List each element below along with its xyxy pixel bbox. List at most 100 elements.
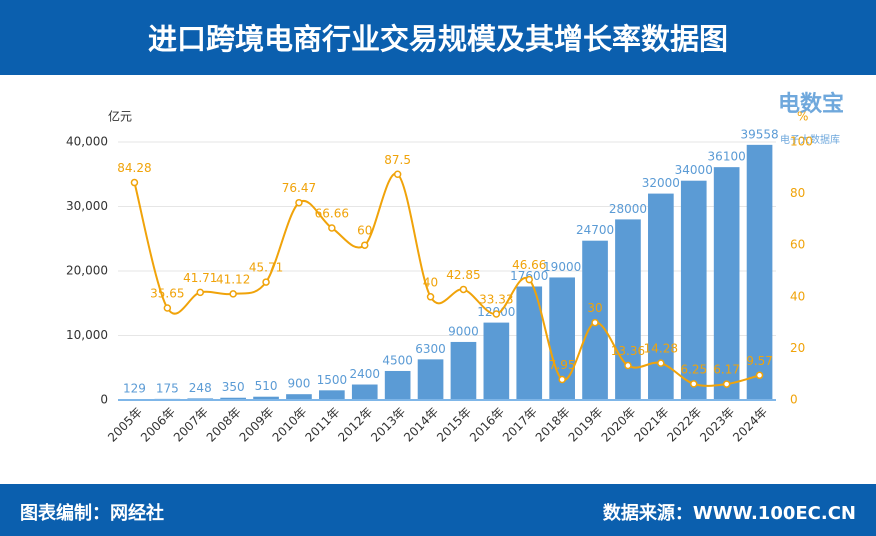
line-point [262, 278, 270, 286]
bar [319, 390, 345, 400]
y2-axis-label: % [797, 110, 808, 124]
line-point [558, 375, 566, 384]
line-value-label: 45.71 [249, 261, 283, 275]
logo-tagline: 电子大数据库 [780, 133, 840, 146]
x-tick-label: 2005年 [105, 405, 145, 445]
bar-value-label: 32000 [642, 176, 680, 190]
line-point [196, 288, 204, 297]
line-value-label: 7.95 [549, 358, 576, 372]
bar [351, 384, 378, 400]
y2-tick-label: 100 [790, 135, 813, 149]
bar-value-label: 510 [255, 379, 278, 393]
chart: 电数宝 电子大数据库 亿元 % 0 10,000 20,000 30,000 40,00… [66, 91, 844, 445]
line-value-label: 41.71 [183, 271, 217, 285]
logo: 电数宝 [778, 91, 844, 117]
x-tick-label: 2019年 [566, 405, 606, 445]
x-tick-label: 2007年 [171, 405, 211, 445]
x-tick-label: 2009年 [237, 405, 277, 445]
line-value-label: 42.85 [446, 268, 480, 282]
y2-tick-label: 20 [790, 341, 805, 355]
bar [483, 322, 510, 400]
line-point [426, 293, 435, 301]
bar [713, 167, 740, 400]
line-point [624, 361, 632, 370]
bar-value-label: 2400 [349, 367, 380, 381]
x-tick-label: 2010年 [270, 405, 310, 445]
bar [220, 397, 246, 400]
x-tick-label: 2016年 [467, 405, 507, 445]
x-tick-label: 2008年 [204, 405, 244, 445]
x-tick-label: 2014年 [401, 405, 441, 445]
y-tick-label: 10,000 [66, 328, 108, 342]
y2-tick-label: 80 [790, 186, 805, 200]
y2-tick-label: 40 [790, 289, 805, 303]
line-value-label: 30 [587, 301, 602, 315]
bar-value-label: 24700 [576, 223, 614, 237]
line-value-label: 35.65 [150, 287, 184, 301]
line-point [459, 285, 468, 294]
line-value-label: 40 [423, 275, 438, 289]
bar-value-label: 28000 [609, 202, 647, 216]
line-value-label: 84.28 [117, 161, 151, 175]
x-tick-label: 2020年 [599, 405, 639, 445]
x-tick-label: 2017年 [500, 405, 540, 445]
line-value-label: 60 [357, 224, 372, 238]
line-point [229, 290, 237, 298]
line-value-label: 76.47 [282, 181, 316, 195]
line-point [328, 224, 336, 232]
bar-value-label: 36100 [708, 150, 746, 164]
x-tick-label: 2012年 [335, 405, 375, 445]
bar-value-label: 34000 [675, 163, 713, 177]
y-tick-label: 20,000 [66, 264, 108, 278]
line-point [130, 178, 139, 187]
line-value-label: 66.66 [315, 207, 349, 221]
bar-value-label: 1500 [317, 373, 348, 387]
line-point [295, 198, 303, 207]
x-tick-label: 2013年 [368, 405, 408, 445]
bar-value-label: 175 [156, 381, 179, 395]
bar [516, 286, 543, 400]
footer: 图表编制：网经社 数据来源：WWW.100EC.CN [0, 484, 876, 536]
x-tick-label: 2021年 [631, 405, 671, 445]
footer-right: 数据来源：WWW.100EC.CN [602, 503, 856, 524]
bar-value-label: 9000 [448, 324, 479, 338]
x-tick-label: 2018年 [533, 405, 573, 445]
x-tick-label: 2011年 [302, 405, 342, 445]
footer-left: 图表编制：网经社 [20, 503, 164, 524]
y-axis-label: 亿元 [108, 109, 132, 124]
line-value-label: 41.12 [216, 272, 250, 286]
x-tick-label: 2023年 [697, 405, 737, 445]
x-tick-label: 2022年 [664, 405, 704, 445]
bar [253, 396, 279, 400]
line-point [755, 371, 764, 380]
y-tick-label: 0 [100, 393, 108, 407]
bar [615, 219, 641, 400]
x-tick-label: 2024年 [730, 405, 770, 445]
line-point [361, 241, 369, 249]
bar-value-label: 39558 [740, 127, 778, 141]
x-tick-label: 2006年 [138, 405, 178, 445]
line-value-label: 13.36 [611, 344, 645, 358]
line-point [492, 310, 501, 318]
bar [450, 341, 477, 400]
line-value-label: 46.66 [512, 258, 546, 272]
line-value-label: 33.33 [479, 293, 513, 307]
line-value-label: 6.25 [680, 362, 707, 376]
line-value-label: 6.17 [713, 363, 740, 377]
bar [746, 144, 773, 400]
bar-value-label: 19000 [543, 260, 581, 274]
line-point [525, 275, 533, 284]
line-value-label: 14.28 [644, 342, 678, 356]
title: 进口跨境电商行业交易规模及其增长率数据图 [0, 0, 876, 75]
bar [417, 359, 444, 400]
bar-value-label: 248 [189, 381, 212, 395]
bar [286, 394, 312, 400]
line-point [690, 380, 698, 388]
bar-value-label: 129 [123, 382, 146, 396]
y2-tick-label: 0 [790, 393, 798, 407]
y-tick-label: 30,000 [66, 199, 108, 213]
line-value-label: 9.57 [746, 354, 773, 368]
y2-tick-label: 60 [790, 238, 805, 252]
bar [384, 370, 411, 400]
